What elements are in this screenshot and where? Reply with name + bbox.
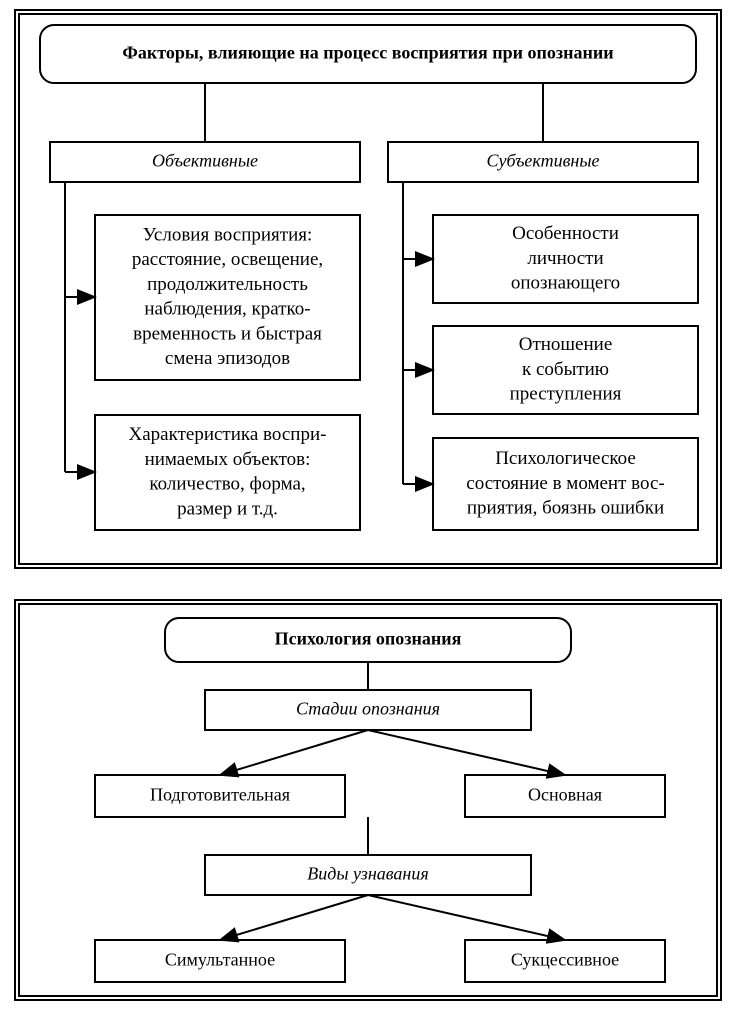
subjective-text: Особенности <box>512 223 619 244</box>
subjective-text: Психологическое <box>495 448 636 469</box>
subjective-text: приятия, боязнь ошибки <box>467 497 664 518</box>
subjective-text: к событию <box>522 359 609 380</box>
connector <box>368 895 565 940</box>
title-text: Психология опознания <box>275 629 462 649</box>
diagram-canvas: Факторы, влияющие на процесс восприятия … <box>0 0 736 1015</box>
subjective-text: личности <box>527 248 603 269</box>
objective-text: количество, форма, <box>149 474 305 495</box>
objective-text: нимаемых объектов: <box>145 449 311 470</box>
objective-text: Характеристика воспри- <box>129 424 327 445</box>
connector <box>368 730 565 775</box>
category-label: Субъективные <box>486 151 599 171</box>
objective-text: размер и т.д. <box>177 498 278 519</box>
objective-text: Условия восприятия: <box>143 225 313 246</box>
type-label: Сукцессивное <box>511 950 619 970</box>
stages-label: Стадии опознания <box>296 699 440 719</box>
stage-label: Подготовительная <box>150 785 290 805</box>
objective-text: продолжительность <box>147 274 308 295</box>
types-label: Виды узнавания <box>307 864 428 884</box>
connector <box>220 895 368 940</box>
subjective-text: состояние в момент вос- <box>466 473 664 494</box>
objective-text: временность и быстрая <box>133 323 322 344</box>
title-text: Факторы, влияющие на процесс восприятия … <box>122 43 613 63</box>
stage-label: Основная <box>528 785 602 805</box>
objective-text: расстояние, освещение, <box>132 249 323 270</box>
subjective-text: Отношение <box>519 334 613 355</box>
objective-text: наблюдения, кратко- <box>144 299 310 320</box>
type-label: Симультанное <box>165 950 275 970</box>
subjective-text: опознающего <box>511 272 620 293</box>
category-label: Объективные <box>152 151 258 171</box>
connector <box>220 730 368 775</box>
objective-text: смена эпизодов <box>165 348 290 369</box>
subjective-text: преступления <box>510 383 622 404</box>
